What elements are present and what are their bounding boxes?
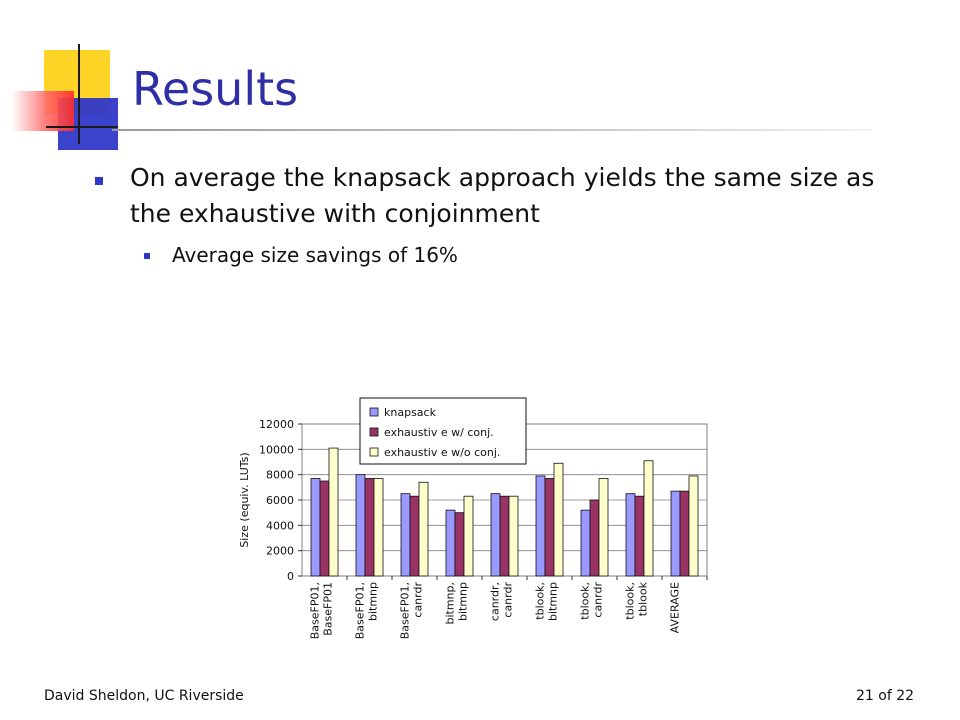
slide-logo [0,0,140,150]
legend-label: exhaustiv e w/o conj. [384,446,500,459]
legend-swatch [369,447,379,457]
x-tick-label: AVERAGE [669,582,682,633]
x-tick-label: tblook, [534,582,547,620]
legend-label: exhaustiv e w/ conj. [384,426,494,439]
y-tick-label: 8000 [266,469,294,482]
y-tick-label: 12000 [259,418,294,431]
y-axis-label: Size (equiv. LUTs) [238,452,251,547]
bar-2-6 [598,478,609,577]
bar-1-2 [409,495,420,577]
x-tick-label: tblook, [579,582,592,620]
x-tick-label: BaseFP01, [399,582,412,639]
x-tick-label: bitmnp, [444,582,457,625]
bar-0-5 [535,475,546,577]
bar-0-1 [355,474,366,577]
bar-2-7 [643,460,654,577]
bar-2-5 [553,462,564,577]
bar-1-4 [499,495,510,577]
y-tick-label: 2000 [266,545,294,558]
bar-1-5 [544,478,555,577]
x-tick-label: canrdr [592,582,605,618]
size-bar-chart: 0 2000 4000 6000 8000 10000 12000 Size (equiv. … [238,397,708,639]
legend-swatch [369,427,379,437]
legend-label: knapsack [384,406,437,419]
bar-0-2 [400,493,411,577]
y-tick-label: 10000 [259,443,294,456]
x-tick-label: tblook, [624,582,637,620]
x-tick-label: BaseFP01 [322,582,335,636]
legend [359,397,527,465]
x-tick-label: bitmnp [367,582,380,621]
bar-0-3 [445,509,456,577]
legend-swatch [369,407,379,417]
y-tick-label: 0 [287,570,294,583]
y-tick-label: 4000 [266,519,294,532]
bar-2-8 [688,475,699,577]
bar-1-3 [454,512,465,577]
x-tick-label: canrdr [502,582,515,618]
x-tick-label: bitmnp [547,582,560,621]
bar-0-4 [490,493,501,577]
bar-1-7 [634,495,645,577]
bar-1-6 [589,499,600,577]
bar-2-1 [373,478,384,577]
bar-2-4 [508,495,519,577]
footer-author: David Sheldon, UC Riverside [44,688,244,704]
bar-0-0 [310,478,321,577]
bullet-square-icon [95,177,103,185]
footer-page-number: 21 of 22 [856,688,915,704]
bar-1-8 [679,490,690,577]
y-tick-label: 6000 [266,494,294,507]
x-tick-label: canrdr [412,582,425,618]
logo-horizontal-line [46,126,118,128]
bar-1-1 [364,478,375,577]
bullet-text: On average the knapsack approach yields … [130,163,875,228]
bar-1-0 [319,480,330,577]
logo-red-bar [12,91,74,131]
sub-bullet-text: Average size savings of 16% [172,243,458,267]
bar-0-8 [670,490,681,577]
x-tick-label: BaseFP01, [354,582,367,639]
bar-2-0 [328,447,339,577]
bar-2-3 [463,495,474,577]
slide-title: Results [132,62,299,116]
sub-bullet-square-icon [144,253,150,259]
logo-vertical-line [78,44,80,144]
x-tick-label: bitmnp [457,582,470,621]
title-divider [112,129,872,131]
bar-0-7 [625,493,636,577]
x-tick-label: BaseFP01, [309,582,322,639]
x-tick-label: canrdr, [489,582,502,621]
bar-0-6 [580,509,591,577]
x-tick-label: tblook [637,581,650,616]
bar-2-2 [418,481,429,577]
